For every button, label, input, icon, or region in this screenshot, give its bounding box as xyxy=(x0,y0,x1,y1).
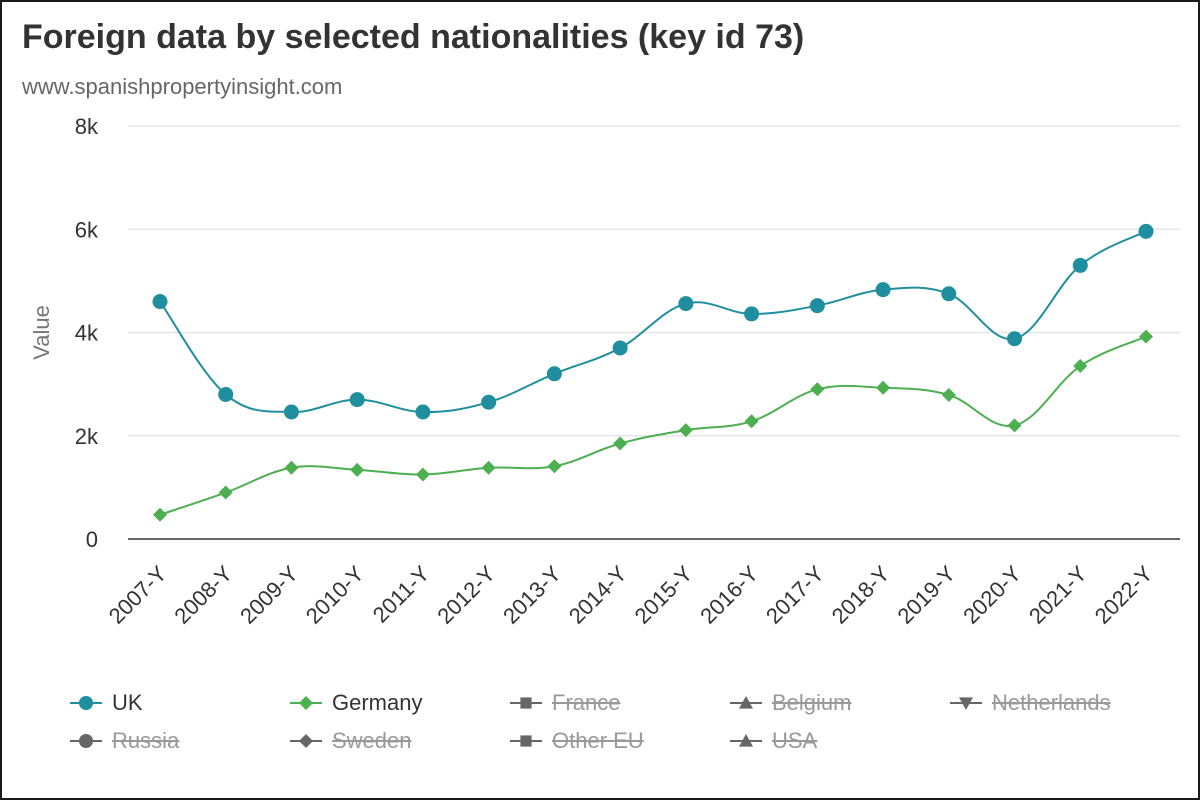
legend-label: France xyxy=(552,690,621,715)
data-point xyxy=(1007,331,1023,347)
y-tick-label: 6k xyxy=(75,217,99,242)
data-point xyxy=(941,387,956,402)
legend-item-uk[interactable]: UK xyxy=(70,688,143,718)
legend-item-other-eu[interactable]: Other EU xyxy=(510,726,644,756)
data-point xyxy=(744,414,759,429)
data-point xyxy=(283,404,299,420)
series-line xyxy=(159,230,1147,414)
data-point xyxy=(875,282,891,298)
legend-marker xyxy=(520,735,532,747)
chart-subtitle: www.spanishpropertyinsight.com xyxy=(22,74,343,99)
legend-symbol-icon xyxy=(510,697,542,709)
legend-symbol-icon xyxy=(510,735,542,747)
data-point xyxy=(678,423,693,438)
legend-label: Other EU xyxy=(552,728,644,753)
legend-marker xyxy=(739,734,753,747)
x-tick-label: 2021-Y xyxy=(1024,561,1092,629)
legend-marker xyxy=(79,696,93,710)
legend-label: Germany xyxy=(332,690,423,715)
data-point xyxy=(809,298,825,314)
legend-item-sweden[interactable]: Sweden xyxy=(290,726,412,756)
legend-label: Sweden xyxy=(332,728,412,753)
legend-symbol-icon xyxy=(730,696,762,709)
legend-symbol-icon xyxy=(950,697,982,710)
y-tick-label: 4k xyxy=(75,321,99,346)
series-germany xyxy=(153,329,1153,522)
x-tick-label: 2014-Y xyxy=(564,561,632,629)
legend-item-usa[interactable]: USA xyxy=(730,726,817,756)
data-point xyxy=(218,485,233,500)
data-point xyxy=(678,296,694,312)
x-tick-label: 2019-Y xyxy=(892,561,960,629)
legend-item-belgium[interactable]: Belgium xyxy=(730,688,851,718)
data-point xyxy=(810,382,825,397)
data-point xyxy=(415,404,431,420)
legend-marker xyxy=(299,696,313,710)
x-tick-label: 2012-Y xyxy=(432,561,500,629)
x-tick-label: 2011-Y xyxy=(368,561,435,628)
data-point xyxy=(1073,359,1088,374)
series-line xyxy=(159,335,1147,516)
legend-label: UK xyxy=(112,690,143,715)
legend-item-russia[interactable]: Russia xyxy=(70,726,179,756)
data-point xyxy=(1072,257,1088,273)
x-tick-label: 2020-Y xyxy=(958,561,1026,629)
x-tick-label: 2010-Y xyxy=(301,561,369,629)
legend-label: USA xyxy=(772,728,818,753)
legend-marker xyxy=(520,697,532,709)
data-point xyxy=(218,386,234,402)
data-point xyxy=(284,460,299,475)
legend-label: Netherlands xyxy=(992,690,1111,715)
x-tick-label: 2015-Y xyxy=(630,561,698,629)
data-point xyxy=(481,460,496,475)
x-tick-label: 2008-Y xyxy=(169,561,237,629)
x-tick-label: 2017-Y xyxy=(761,561,829,629)
data-point xyxy=(1139,329,1153,344)
y-tick-label: 8k xyxy=(75,114,99,139)
x-tick-label: 2007-Y xyxy=(104,561,172,629)
legend-item-france[interactable]: France xyxy=(510,688,620,718)
y-axis-title: Value xyxy=(29,305,54,360)
legend-symbol-icon xyxy=(70,696,102,710)
legend-label: Russia xyxy=(112,728,180,753)
chart-title: Foreign data by selected nationalities (… xyxy=(22,18,805,56)
data-point xyxy=(349,392,365,408)
legend-symbol-icon xyxy=(290,734,322,748)
data-point xyxy=(1007,418,1022,433)
data-point xyxy=(547,459,562,474)
legend-marker xyxy=(79,734,93,748)
data-point xyxy=(876,380,891,395)
legend-item-netherlands[interactable]: Netherlands xyxy=(950,688,1111,718)
data-point xyxy=(152,294,168,310)
series-uk xyxy=(152,223,1154,420)
legend-item-germany[interactable]: Germany xyxy=(290,688,422,718)
legend-label: Belgium xyxy=(772,690,852,715)
legend-symbol-icon xyxy=(70,734,102,748)
legend-symbol-icon xyxy=(290,696,322,710)
x-tick-label: 2009-Y xyxy=(235,561,303,629)
y-tick-label: 0 xyxy=(86,527,98,552)
data-point xyxy=(613,436,628,451)
data-point xyxy=(153,507,167,522)
legend-symbol-icon xyxy=(730,734,762,747)
data-point xyxy=(481,394,497,410)
data-point xyxy=(1138,223,1154,239)
y-tick-label: 2k xyxy=(75,424,99,449)
data-point xyxy=(350,462,365,477)
data-point xyxy=(546,366,562,382)
x-tick-label: 2016-Y xyxy=(695,561,763,629)
data-point xyxy=(941,286,957,302)
legend-marker xyxy=(299,734,313,748)
data-point xyxy=(415,467,430,482)
x-tick-label: 2022-Y xyxy=(1090,561,1158,629)
legend-marker xyxy=(959,697,973,710)
x-tick-label: 2013-Y xyxy=(498,561,566,629)
legend-marker xyxy=(739,696,753,709)
data-point xyxy=(612,340,628,356)
x-tick-label: 2018-Y xyxy=(827,561,895,629)
data-point xyxy=(744,306,760,322)
